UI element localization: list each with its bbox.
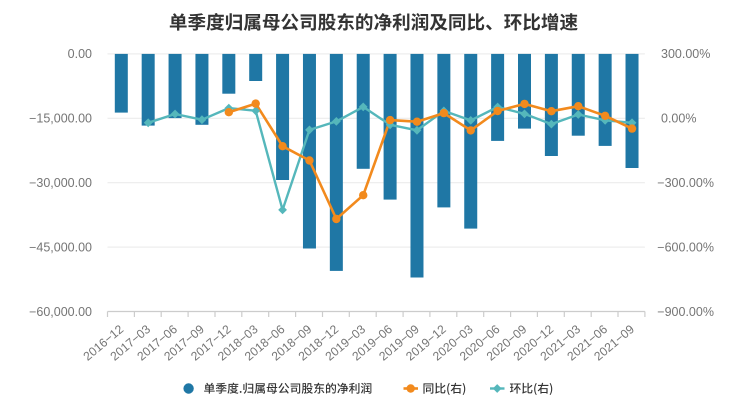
svg-text:−45,000.00: −45,000.00 <box>29 240 92 254</box>
svg-text:−60,000.00: −60,000.00 <box>29 305 92 319</box>
svg-text:−30,000.00: −30,000.00 <box>29 176 92 190</box>
svg-text:−15,000.00: −15,000.00 <box>29 112 92 126</box>
svg-text:−600.00%: −600.00% <box>657 240 714 254</box>
svg-text:−300.00%: −300.00% <box>657 176 714 190</box>
svg-text:0.00%: 0.00% <box>661 112 696 126</box>
svg-text:300.00%: 300.00% <box>661 47 710 61</box>
svg-text:0.00: 0.00 <box>68 47 92 61</box>
svg-text:−900.00%: −900.00% <box>657 305 714 319</box>
